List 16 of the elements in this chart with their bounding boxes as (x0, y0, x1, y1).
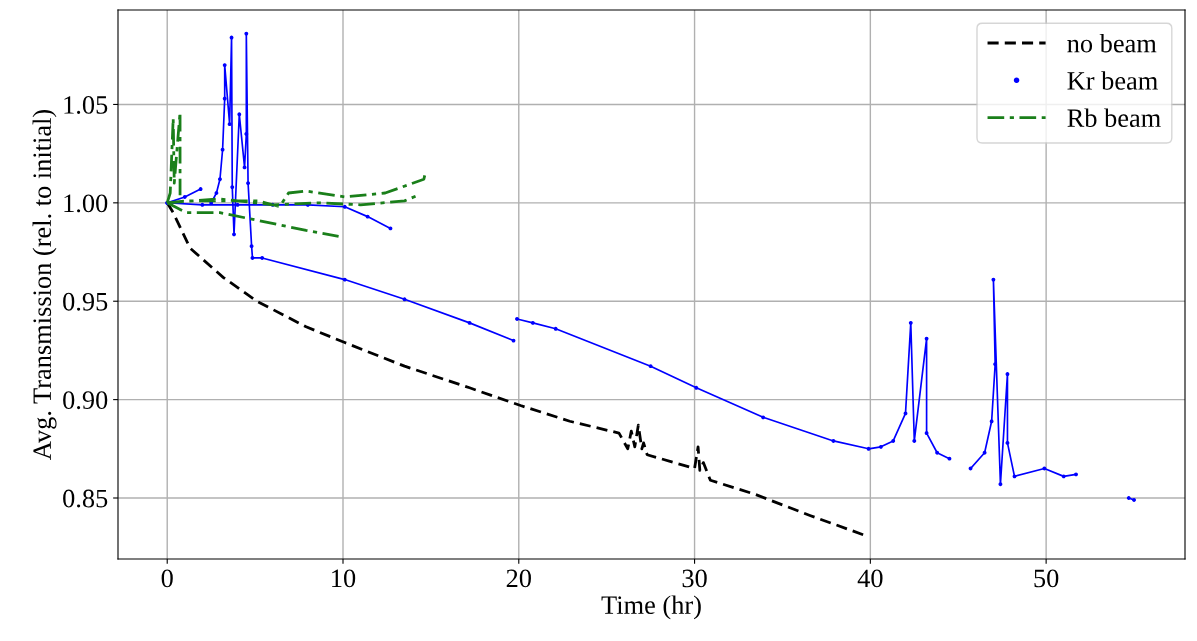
x-tick-label: 40 (857, 569, 883, 588)
y-tick-label: 0.85 (63, 489, 108, 508)
x-tick-label: 20 (506, 569, 531, 588)
x-axis-title: Time (hr) (601, 595, 701, 620)
y-tick-label: 1.05 (64, 96, 108, 114)
y-tick-label: 1.00 (64, 194, 108, 213)
legend-label: no beam (1067, 33, 1157, 53)
x-tick-label: 30 (682, 569, 707, 588)
y-tick-label: 0.95 (63, 292, 108, 311)
x-tick-label: 50 (1034, 569, 1059, 588)
y-axis-title: Avg. Transmission (rel. to initial) (32, 109, 57, 460)
x-tick-label: 0 (161, 569, 173, 588)
y-tick-label: 0.90 (63, 391, 108, 410)
legend-label: Kr beam (1067, 71, 1158, 90)
legend-label: Rb beam (1067, 108, 1161, 128)
x-tick-label: 10 (332, 569, 356, 588)
